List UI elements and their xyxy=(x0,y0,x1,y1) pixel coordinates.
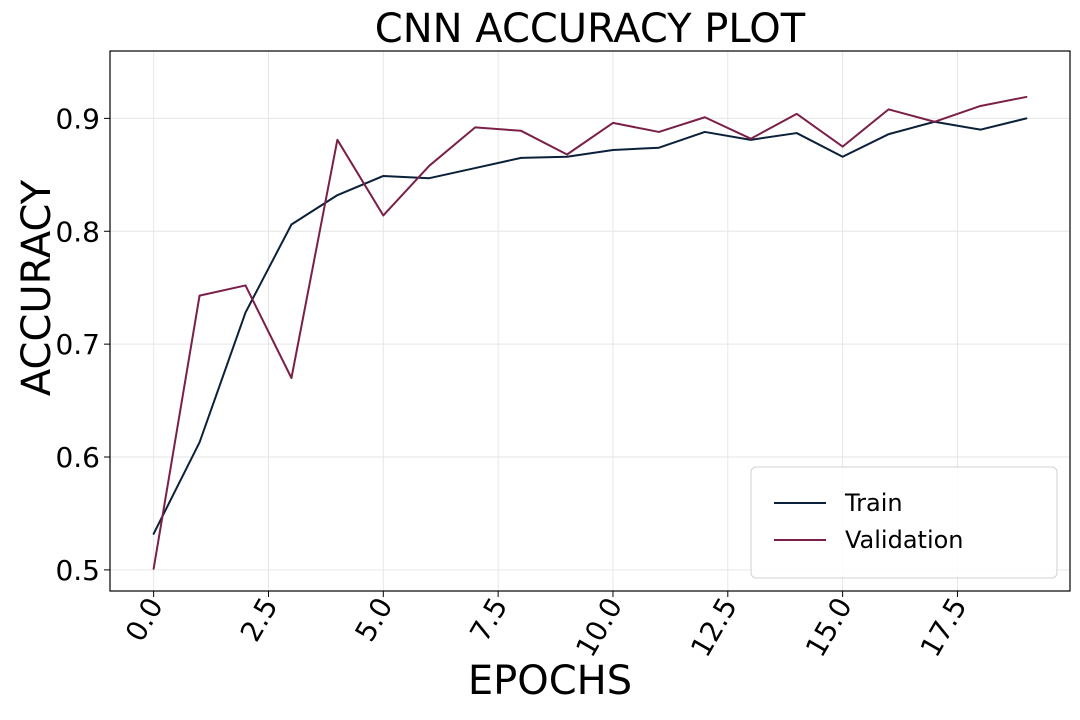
y-tick-label: 0.8 xyxy=(55,215,100,248)
chart-title: CNN ACCURACY PLOT xyxy=(375,6,806,52)
x-tick-label: 12.5 xyxy=(684,592,744,662)
legend-box xyxy=(750,466,1058,579)
x-tick-label: 0.0 xyxy=(119,592,170,647)
grid xyxy=(110,51,1070,591)
x-axis-label: EPOCHS xyxy=(468,658,632,704)
series-lines xyxy=(152,95,1028,570)
y-tick-label: 0.9 xyxy=(55,102,100,135)
legend-label-train: Train xyxy=(844,489,903,517)
x-axis-ticks: 0.0 2.5 5.0 7.5 10.0 12.5 15.0 17.5 xyxy=(119,591,974,662)
legend-label-validation: Validation xyxy=(845,526,964,554)
x-tick-label: 5.0 xyxy=(349,592,400,647)
legend: Train Validation xyxy=(750,466,1058,579)
y-tick-label: 0.7 xyxy=(55,328,100,361)
series-line-train xyxy=(152,117,1028,535)
x-tick-label: 15.0 xyxy=(799,592,859,662)
plot-area-frame xyxy=(109,50,1071,592)
x-tick-label: 2.5 xyxy=(234,592,285,647)
series-line-validation xyxy=(152,95,1028,570)
y-axis-ticks: 0.5 0.6 0.7 0.8 0.9 xyxy=(55,102,110,587)
x-tick-label: 17.5 xyxy=(914,592,974,662)
y-axis-label: ACCURACY xyxy=(14,179,60,396)
x-tick-label: 7.5 xyxy=(463,592,514,647)
y-tick-label: 0.6 xyxy=(55,441,100,474)
x-tick-label: 10.0 xyxy=(569,592,629,662)
y-tick-label: 0.5 xyxy=(55,554,100,587)
